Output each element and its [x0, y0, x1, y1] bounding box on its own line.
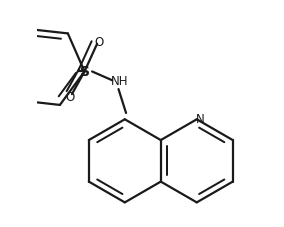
Text: O: O: [65, 91, 75, 104]
Text: NH: NH: [111, 74, 129, 87]
Text: S: S: [80, 65, 89, 79]
Text: O: O: [94, 36, 104, 49]
Text: N: N: [196, 112, 204, 125]
